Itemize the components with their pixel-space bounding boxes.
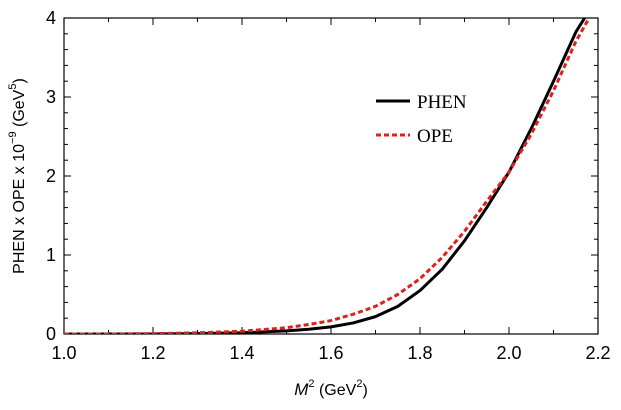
x-tick-label: 1.4 bbox=[229, 343, 254, 363]
x-tick-label: 2.0 bbox=[496, 343, 521, 363]
x-tick-label: 1.0 bbox=[51, 343, 76, 363]
legend: PHEN OPE bbox=[376, 92, 467, 147]
y-tick-label: 3 bbox=[46, 87, 56, 107]
x-tick-label: 1.2 bbox=[140, 343, 165, 363]
series-line-ope bbox=[64, 18, 589, 334]
series-layer bbox=[64, 18, 589, 334]
y-tick-label: 1 bbox=[46, 245, 56, 265]
y-axis-ticks: 0 1 2 3 4 bbox=[46, 8, 598, 344]
y-tick-label: 0 bbox=[46, 324, 56, 344]
plot-frame bbox=[64, 18, 598, 334]
y-tick-label: 2 bbox=[46, 166, 56, 186]
x-tick-label: 1.8 bbox=[407, 343, 432, 363]
x-tick-label: 1.6 bbox=[318, 343, 343, 363]
x-axis-ticks: 1.0 1.2 1.4 1.6 1.8 2.0 2.2 bbox=[51, 18, 610, 363]
y-tick-label: 4 bbox=[46, 8, 56, 28]
y-axis-title: PHEN x OPE x 10−9 (GeV5) bbox=[7, 78, 28, 274]
series-line-phen bbox=[64, 18, 585, 334]
x-axis-title: M2 (GeV2) bbox=[294, 378, 368, 399]
x-tick-label: 2.2 bbox=[585, 343, 610, 363]
legend-label-ope: OPE bbox=[417, 126, 453, 147]
legend-label-phen: PHEN bbox=[417, 92, 467, 113]
